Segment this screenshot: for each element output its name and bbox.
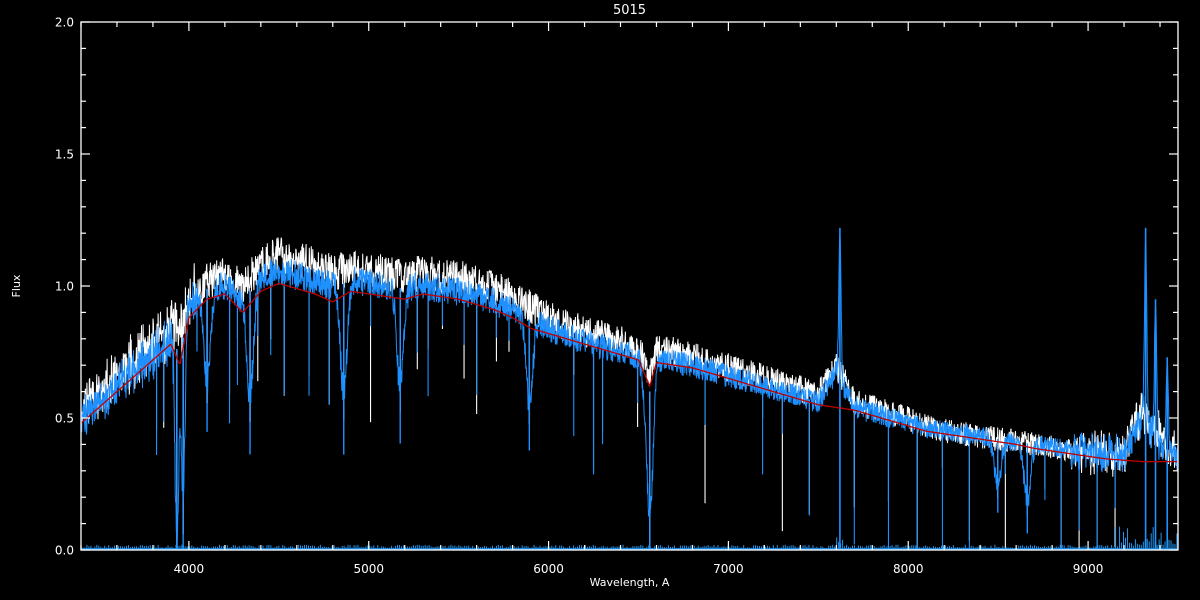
x-tick-label: 4000 bbox=[174, 562, 205, 576]
continuum-fit-trace bbox=[80, 282, 1178, 463]
axes: 4000 5000 6000 7000 8000 9000 0.0 0.5 1.0 1.5 2.0 bbox=[55, 16, 1179, 576]
x-tick-label: 6000 bbox=[533, 562, 564, 576]
chart-title: 5015 bbox=[613, 3, 646, 18]
y-axis-label: Flux bbox=[10, 274, 23, 297]
y-tick-label: 1.0 bbox=[55, 280, 74, 294]
x-tick-label: 7000 bbox=[713, 562, 744, 576]
x-tick-label: 8000 bbox=[893, 562, 924, 576]
x-tick-label: 9000 bbox=[1073, 562, 1104, 576]
data-traces bbox=[80, 227, 1179, 551]
y-tick-label: 2.0 bbox=[55, 16, 74, 30]
y-tick-label: 0.0 bbox=[55, 544, 74, 558]
y-tick-label: 1.5 bbox=[55, 148, 74, 162]
model-spectrum-trace bbox=[80, 234, 1179, 551]
x-tick-label: 5000 bbox=[353, 562, 384, 576]
x-axis-label: Wavelength, A bbox=[590, 576, 670, 589]
y-tick-label: 0.5 bbox=[55, 412, 74, 426]
